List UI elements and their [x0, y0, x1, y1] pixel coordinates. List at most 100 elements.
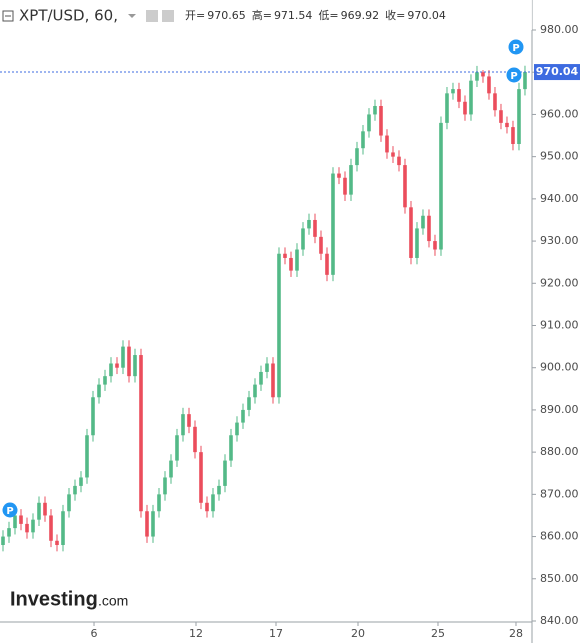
watermark: Investing .com: [10, 588, 128, 610]
candle-body: [253, 384, 257, 398]
candle-body: [25, 523, 29, 533]
candle-body: [139, 355, 143, 512]
candle-body: [193, 426, 197, 453]
candle-body: [439, 122, 443, 250]
candle-body: [73, 485, 77, 495]
y-tick-label: 950.00: [540, 150, 579, 163]
y-tick-label: 900.00: [540, 361, 579, 374]
candle-body: [367, 114, 371, 132]
candle-body: [349, 165, 353, 195]
candle-body: [385, 135, 389, 153]
candle-body: [325, 253, 329, 275]
candle-body: [151, 511, 155, 537]
event-marker[interactable]: [508, 39, 524, 55]
candle-body: [199, 452, 203, 503]
candle-body: [157, 494, 161, 512]
candle-body: [247, 397, 251, 410]
y-tick-label: 920.00: [540, 276, 579, 289]
candle-body: [421, 215, 425, 229]
candle-body: [37, 502, 41, 520]
settings-icon[interactable]: [162, 10, 174, 22]
candle-body: [217, 485, 221, 495]
candle-body: [283, 253, 287, 258]
candle-body: [451, 89, 455, 94]
candle-body: [7, 528, 11, 537]
candle-body: [169, 460, 173, 478]
candle-body: [1, 536, 5, 546]
candle-body: [127, 346, 131, 377]
candle-body: [115, 363, 119, 368]
ohlc-key: 低=: [318, 9, 338, 22]
candle-body: [379, 105, 383, 136]
y-tick-label: 850.00: [540, 572, 579, 585]
ohlc-key: 高=: [252, 8, 272, 22]
event-markers: P P P: [2, 39, 524, 518]
ohlc-value: 971.54: [274, 9, 313, 22]
y-tick-label: 940.00: [540, 192, 579, 205]
x-tick-label: 25: [431, 627, 445, 640]
candle-body: [391, 152, 395, 157]
ohlc-key: 收=: [385, 8, 405, 22]
x-tick-label: 12: [189, 627, 203, 640]
candle-body: [241, 409, 245, 423]
candle-body: [343, 177, 347, 195]
candle-body: [121, 346, 125, 368]
candle-body: [337, 173, 341, 178]
candle-body: [397, 156, 401, 166]
y-tick-label: 840.00: [540, 614, 579, 627]
event-marker[interactable]: [506, 67, 522, 83]
event-marker[interactable]: [2, 502, 18, 518]
candle-body: [355, 148, 359, 166]
candle-body: [289, 257, 293, 271]
candle-body: [427, 215, 431, 242]
dropdown-arrow[interactable]: [128, 14, 136, 18]
candle-body: [361, 131, 365, 149]
candle-body: [499, 110, 503, 123]
candle-body: [19, 515, 23, 524]
candle-body: [511, 127, 515, 144]
watermark-suffix: .com: [98, 593, 128, 609]
event-marker-label: P: [510, 71, 517, 82]
candle-body: [175, 435, 179, 461]
candle-body: [445, 93, 449, 123]
candle-body: [13, 515, 17, 529]
candle-body: [55, 540, 59, 546]
candle-body: [415, 228, 419, 258]
last-price-label: 970.04: [536, 65, 579, 78]
candle-body: [259, 371, 263, 385]
candle-body: [517, 89, 521, 144]
candle-body: [229, 435, 233, 461]
candle-body: [109, 363, 113, 377]
candle-body: [61, 511, 65, 546]
y-tick-label: 930.00: [540, 234, 579, 247]
header-bg: [0, 0, 532, 30]
candle-body: [223, 460, 227, 486]
candle-body: [481, 72, 485, 77]
candle-body: [277, 253, 281, 398]
candle-body: [493, 93, 497, 111]
ohlc-value: 970.65: [207, 9, 246, 22]
y-tick-label: 890.00: [540, 403, 579, 416]
candle-body: [49, 515, 53, 541]
candle-body: [523, 72, 527, 90]
candle-body: [43, 502, 47, 516]
event-marker-label: P: [512, 43, 519, 54]
collapse-icon[interactable]: [2, 10, 14, 22]
y-tick-label: 870.00: [540, 487, 579, 500]
candle-body: [373, 105, 377, 115]
candle-body: [307, 219, 311, 229]
candle-body: [31, 519, 35, 533]
plot-area: [0, 65, 532, 552]
candle-body: [97, 384, 101, 398]
candle-body: [163, 477, 167, 495]
candle-body: [475, 72, 479, 81]
candle-body: [181, 414, 185, 436]
candle-body: [433, 241, 437, 250]
candle-body: [301, 228, 305, 250]
x-tick-label: 28: [509, 627, 523, 640]
settings-icon[interactable]: [146, 10, 158, 22]
candle-body: [409, 207, 413, 258]
candle-body: [487, 76, 491, 94]
